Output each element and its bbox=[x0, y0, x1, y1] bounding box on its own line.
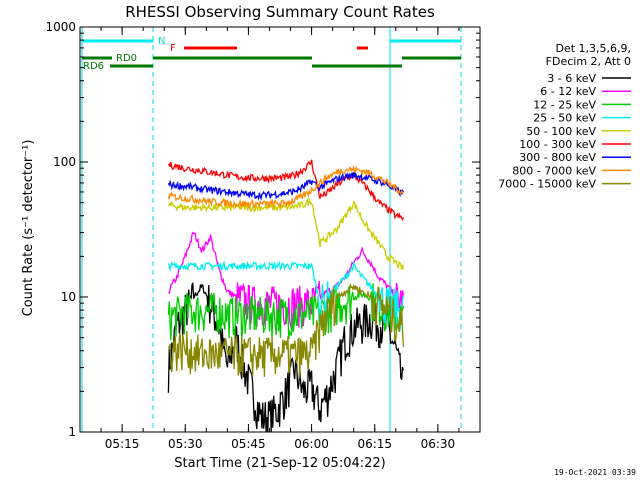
x-axis-label: Start Time (21-Sep-12 05:04:22) bbox=[174, 456, 385, 471]
series-line-6 bbox=[167, 159, 405, 222]
x-tick-label: 05:45 bbox=[231, 437, 266, 451]
plot-frame bbox=[79, 26, 481, 433]
flag-label-f: F bbox=[170, 43, 176, 54]
series-line-9 bbox=[167, 282, 405, 379]
flag-label-n: N bbox=[158, 36, 165, 47]
y-tick-label: 10 bbox=[61, 290, 76, 304]
axes: 1000 100 10 1 05:15 05:30 05:45 06:00 06:15 06:30 bbox=[45, 20, 481, 451]
legend-entry-label: 25 - 50 keV bbox=[533, 112, 596, 125]
x-tick-label: 06:15 bbox=[357, 437, 392, 451]
x-tick-label: 05:15 bbox=[105, 437, 140, 451]
legend: Det 1,3,5,6,9,FDecim 2, Att 0 3 - 6 keV6 … bbox=[498, 42, 631, 191]
y-tick-label: 1 bbox=[68, 425, 76, 439]
series-line-4 bbox=[167, 260, 405, 332]
flag-label-rd0: RD0 bbox=[116, 53, 137, 64]
legend-entry-label: 6 - 12 keV bbox=[540, 85, 596, 98]
legend-entry-label: 7000 - 15000 keV bbox=[498, 178, 596, 191]
legend-header: FDecim 2, Att 0 bbox=[546, 55, 631, 68]
y-tick-label: 1000 bbox=[45, 20, 76, 34]
series-line-1 bbox=[167, 281, 405, 433]
series-line-5 bbox=[167, 196, 405, 270]
series-line-8 bbox=[167, 165, 404, 210]
x-tick-label: 06:30 bbox=[421, 437, 456, 451]
series-line-7 bbox=[167, 170, 404, 202]
legend-entry-label: 50 - 100 keV bbox=[526, 125, 596, 138]
flag-label-rd6: RD6 bbox=[83, 61, 104, 72]
timestamp: 19-Oct-2021 03:39 bbox=[554, 468, 636, 477]
series-line-3 bbox=[167, 283, 405, 341]
x-tick-label: 06:00 bbox=[294, 437, 329, 451]
legend-header: Det 1,3,5,6,9, bbox=[555, 42, 631, 55]
x-tick-label: 05:30 bbox=[168, 437, 203, 451]
y-tick-label: 100 bbox=[53, 155, 76, 169]
chart-title: RHESSI Observing Summary Count Rates bbox=[125, 3, 435, 21]
legend-entry-label: 800 - 7000 keV bbox=[512, 164, 596, 177]
plot-area: NF RD0 RD6 bbox=[81, 27, 462, 433]
legend-entry-label: 3 - 6 keV bbox=[547, 72, 596, 85]
legend-entry-label: 12 - 25 keV bbox=[533, 98, 596, 111]
y-axis-label: Count Rate (s⁻¹ detector⁻¹) bbox=[21, 140, 36, 317]
legend-entry-label: 100 - 300 keV bbox=[519, 138, 596, 151]
legend-entry-label: 300 - 800 keV bbox=[519, 151, 596, 164]
